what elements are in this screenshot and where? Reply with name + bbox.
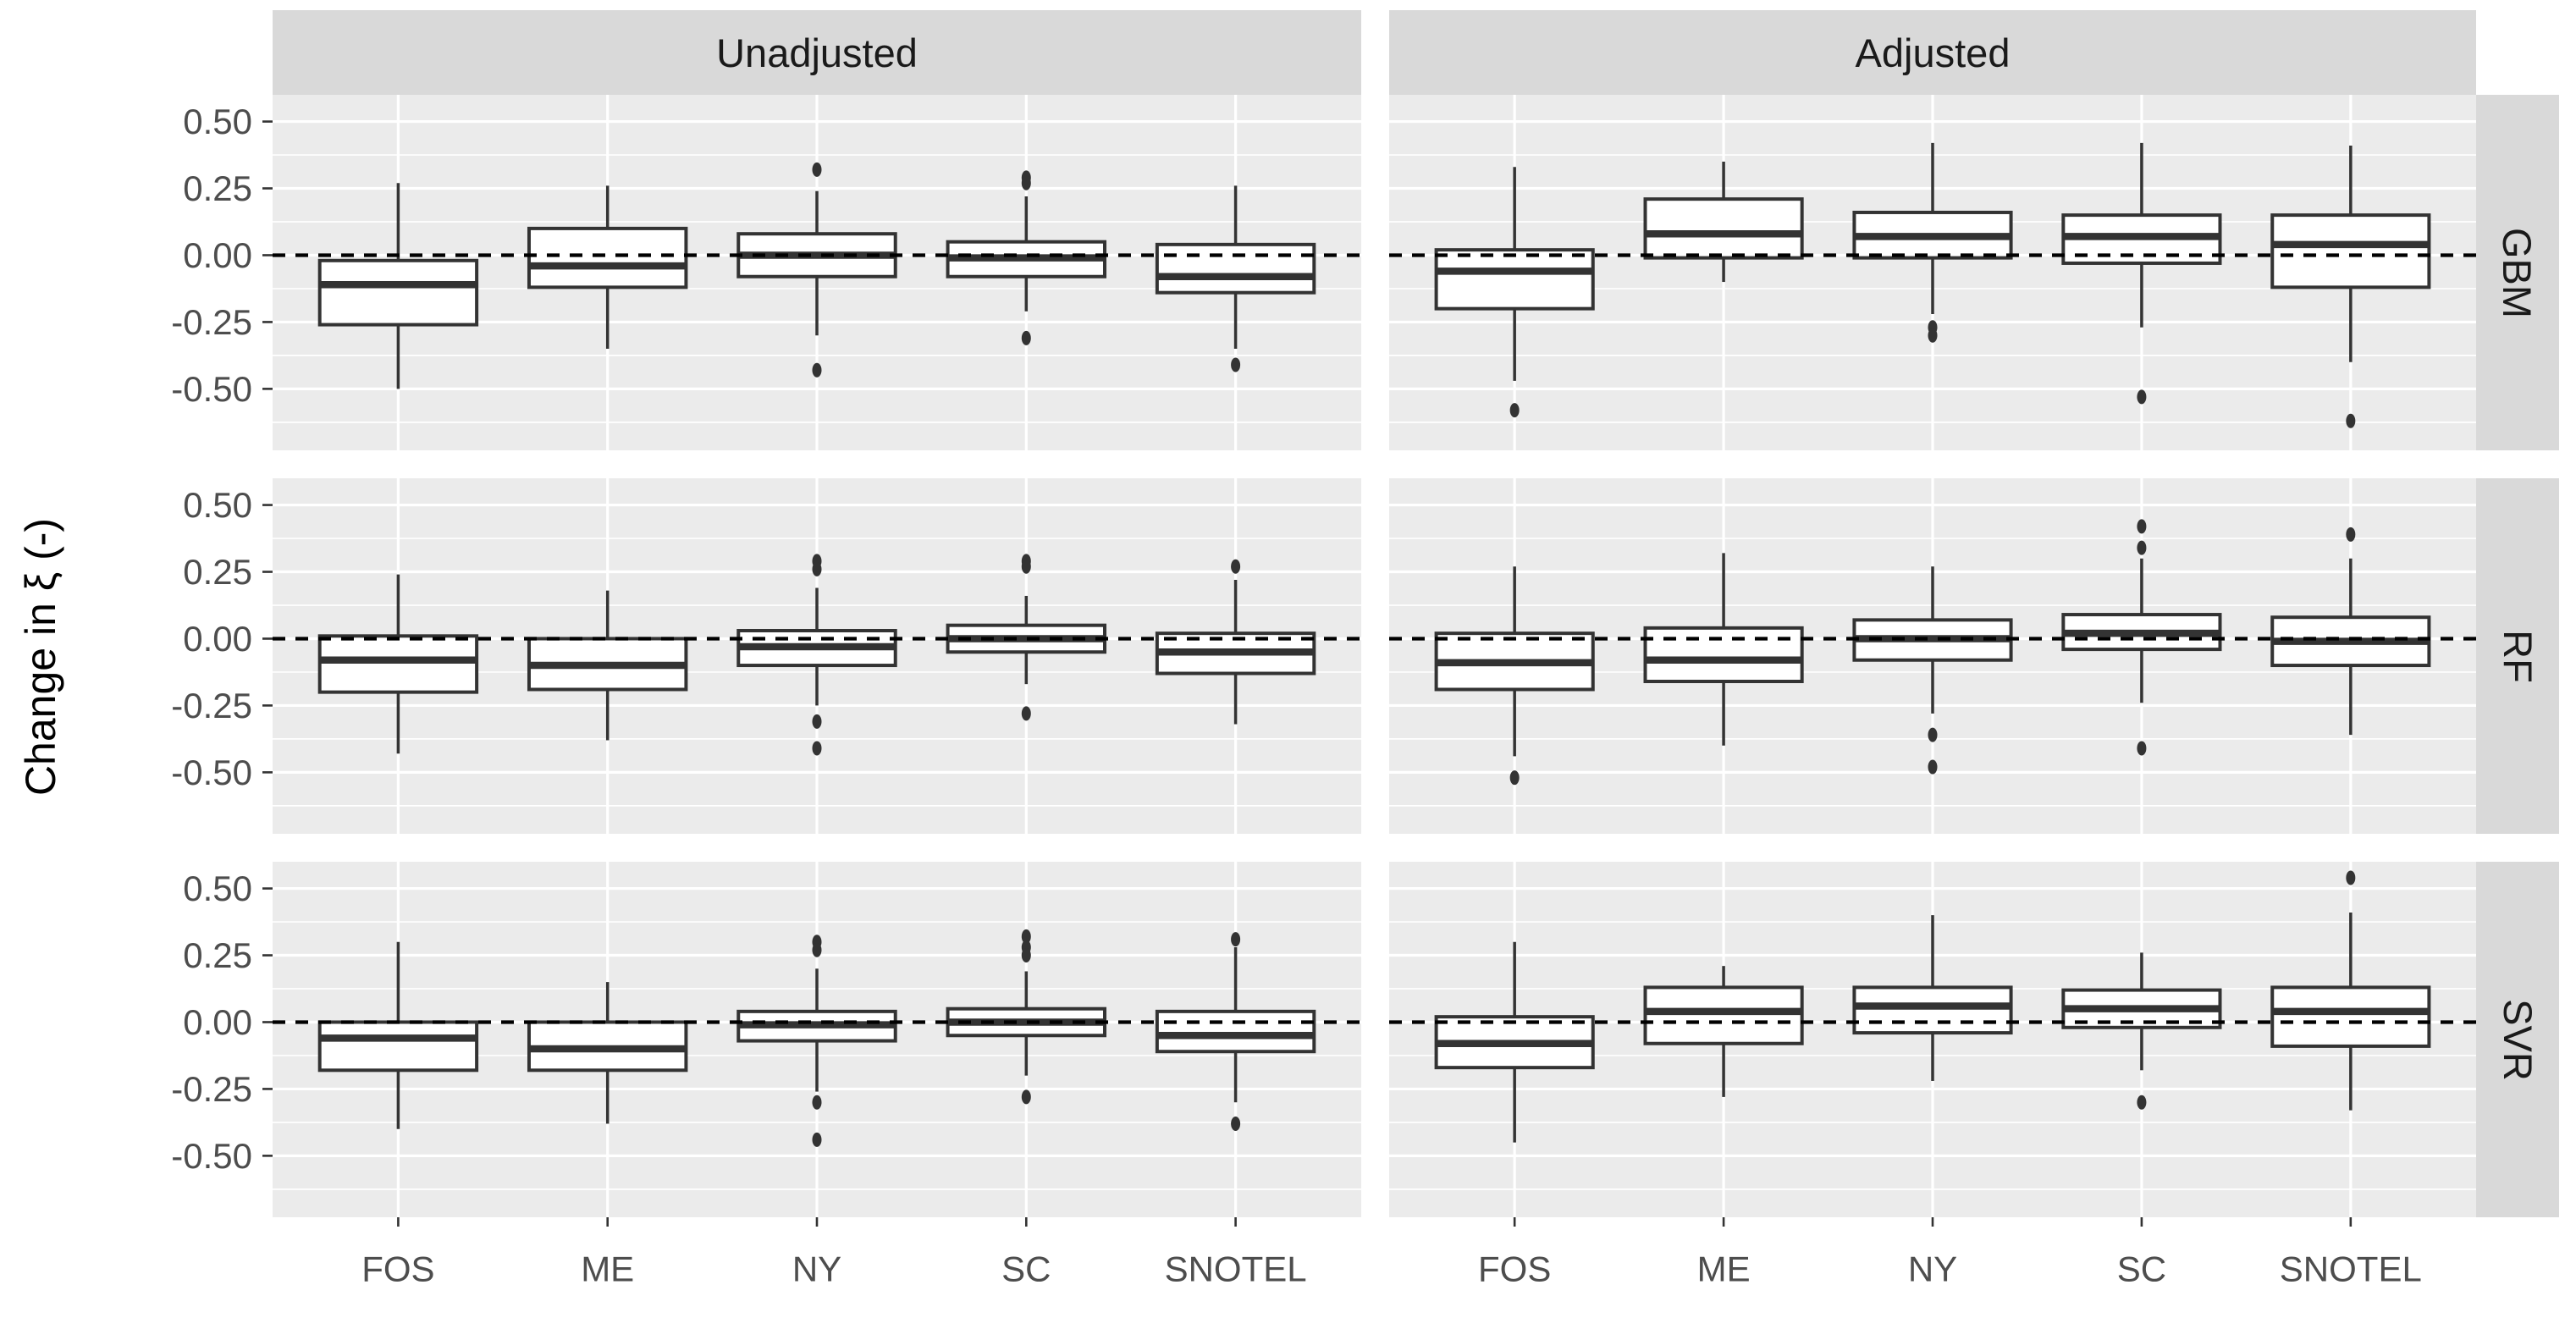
boxplot-unadjusted-svr-ny-outlier bbox=[812, 1132, 822, 1147]
y-tick-label: 0.50 bbox=[183, 102, 252, 141]
boxplot-unadjusted-svr-fos-box bbox=[317, 1020, 479, 1073]
boxplot-unadjusted-rf-snotel-outlier bbox=[1231, 559, 1241, 574]
x-tick-label: SC bbox=[2117, 1249, 2166, 1289]
boxplot-unadjusted-svr-snotel-outlier bbox=[1231, 1116, 1241, 1131]
boxplot-adjusted-gbm-fos-outlier bbox=[1509, 403, 1520, 418]
y-tick-label: -0.50 bbox=[171, 753, 252, 792]
x-tick-label: NY bbox=[792, 1249, 841, 1289]
boxplot-adjusted-svr-me-box bbox=[1643, 985, 1804, 1045]
y-tick-label: -0.50 bbox=[171, 369, 252, 409]
y-tick-label: 0.25 bbox=[183, 935, 252, 975]
boxplot-unadjusted-rf-ny-outlier bbox=[812, 561, 822, 576]
boxplot-unadjusted-rf-ny-outlier bbox=[812, 714, 822, 729]
x-tick-label: SC bbox=[1001, 1249, 1051, 1289]
row-facet-label-svr: SVR bbox=[2495, 998, 2540, 1081]
x-tick-label: ME bbox=[1697, 1249, 1751, 1289]
boxplot-unadjusted-rf-fos-box bbox=[317, 634, 479, 694]
y-tick-label: 0.00 bbox=[183, 619, 252, 659]
boxplot-unadjusted-svr-ny-outlier bbox=[812, 1095, 822, 1110]
row-facet-label-gbm: GBM bbox=[2495, 227, 2540, 318]
boxplot-adjusted-gbm-me-box bbox=[1643, 197, 1804, 260]
boxplot-unadjusted-gbm-snotel-outlier bbox=[1231, 357, 1241, 372]
boxplot-unadjusted-gbm-snotel-box bbox=[1155, 242, 1316, 295]
column-facet-strip-unadjusted: Unadjusted bbox=[273, 10, 1361, 95]
boxplot-unadjusted-svr-ny-outlier bbox=[812, 942, 822, 957]
boxplot-adjusted-rf-sc-outlier bbox=[2137, 540, 2147, 555]
boxplot-unadjusted-svr-sc-outlier bbox=[1021, 1089, 1031, 1105]
boxplot-unadjusted-svr-sc-outlier bbox=[1021, 929, 1031, 944]
boxplot-adjusted-rf-snotel-outlier bbox=[2346, 527, 2356, 542]
boxplot-adjusted-svr-sc-outlier bbox=[2137, 1095, 2147, 1110]
boxplot-unadjusted-gbm-me-box bbox=[527, 226, 688, 290]
x-tick-label: ME bbox=[581, 1249, 634, 1289]
boxplot-unadjusted-svr-snotel-box bbox=[1155, 1009, 1316, 1054]
boxplot-unadjusted-gbm-ny-outlier bbox=[812, 362, 822, 378]
boxplot-adjusted-gbm-ny-outlier bbox=[1928, 328, 1938, 343]
row-facet-strip-svr: SVR bbox=[2476, 862, 2559, 1217]
y-tick-label: -0.25 bbox=[171, 1069, 252, 1109]
boxplot-adjusted-svr-ny-box bbox=[1852, 985, 2013, 1035]
boxplot-unadjusted-svr-sc-outlier bbox=[1021, 948, 1031, 963]
y-tick-label: 0.25 bbox=[183, 552, 252, 592]
row-facet-strip-gbm: GBM bbox=[2476, 95, 2559, 450]
y-tick-label: -0.25 bbox=[171, 686, 252, 725]
y-tick-label: 0.00 bbox=[183, 235, 252, 275]
y-tick-label: 0.25 bbox=[183, 168, 252, 208]
x-tick-label: SNOTEL bbox=[2280, 1249, 2422, 1289]
boxplot-adjusted-svr-snotel-outlier bbox=[2346, 870, 2356, 885]
boxplot-adjusted-rf-ny-outlier bbox=[1928, 759, 1938, 775]
boxplot-adjusted-rf-ny-outlier bbox=[1928, 727, 1938, 742]
boxplot-adjusted-gbm-sc-outlier bbox=[2137, 389, 2147, 405]
boxplot-unadjusted-gbm-fos-box bbox=[317, 258, 479, 327]
boxplot-adjusted-gbm-snotel-outlier bbox=[2346, 413, 2356, 428]
boxplot-adjusted-gbm-fos-box bbox=[1434, 248, 1595, 311]
boxplot-adjusted-rf-me-box bbox=[1643, 626, 1804, 683]
x-tick-label: FOS bbox=[361, 1249, 434, 1289]
y-tick-label: 0.50 bbox=[183, 485, 252, 525]
y-tick-label: -0.25 bbox=[171, 302, 252, 342]
boxplot-adjusted-rf-sc-outlier bbox=[2137, 741, 2147, 756]
y-tick-label: 0.50 bbox=[183, 869, 252, 908]
y-tick-label: -0.50 bbox=[171, 1136, 252, 1176]
boxplot-unadjusted-gbm-sc-outlier bbox=[1021, 175, 1031, 190]
x-tick-label: FOS bbox=[1478, 1249, 1551, 1289]
row-facet-strip-rf: RF bbox=[2476, 478, 2559, 834]
boxplot-unadjusted-gbm-sc-outlier bbox=[1021, 330, 1031, 345]
boxplot-adjusted-gbm-snotel-box bbox=[2270, 213, 2431, 290]
boxplot-unadjusted-rf-sc-outlier bbox=[1021, 559, 1031, 574]
column-facet-strip-adjusted: Adjusted bbox=[1389, 10, 2476, 95]
y-tick-label: 0.00 bbox=[183, 1002, 252, 1042]
boxplot-unadjusted-svr-snotel-outlier bbox=[1231, 932, 1241, 947]
boxplot-unadjusted-rf-ny-outlier bbox=[812, 741, 822, 756]
boxplot-unadjusted-gbm-ny-outlier bbox=[812, 162, 822, 177]
y-axis-title: Change in ξ (-) bbox=[17, 517, 64, 797]
row-facet-label-rf: RF bbox=[2495, 629, 2540, 683]
boxplot-unadjusted-rf-sc-outlier bbox=[1021, 706, 1031, 721]
boxplot-adjusted-svr-snotel-box bbox=[2270, 985, 2431, 1048]
boxplot-adjusted-rf-fos-outlier bbox=[1509, 770, 1520, 786]
boxplot-adjusted-rf-sc-outlier bbox=[2137, 519, 2147, 534]
x-tick-label: NY bbox=[1908, 1249, 1957, 1289]
x-tick-label: SNOTEL bbox=[1165, 1249, 1307, 1289]
